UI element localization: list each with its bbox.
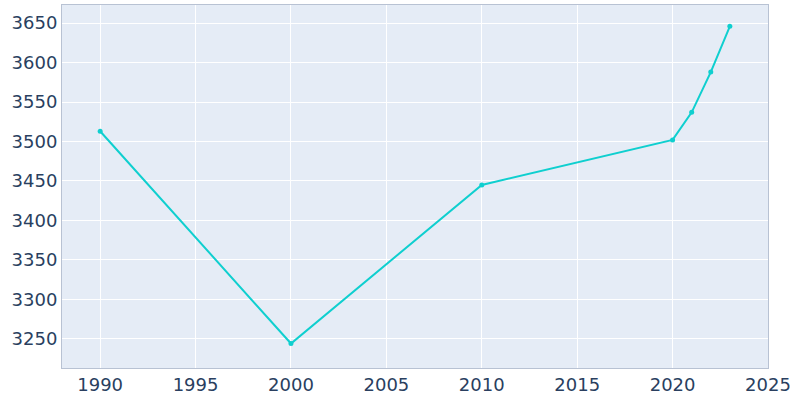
svg-text:3550: 3550: [12, 91, 58, 112]
svg-text:3500: 3500: [12, 131, 58, 152]
svg-text:2020: 2020: [650, 374, 696, 395]
svg-text:1990: 1990: [77, 374, 123, 395]
svg-text:2010: 2010: [459, 374, 505, 395]
svg-text:3650: 3650: [12, 12, 58, 33]
svg-text:3400: 3400: [12, 210, 58, 231]
svg-text:3350: 3350: [12, 249, 58, 270]
svg-text:3300: 3300: [12, 289, 58, 310]
svg-text:2000: 2000: [268, 374, 314, 395]
svg-text:2015: 2015: [554, 374, 600, 395]
svg-text:1995: 1995: [173, 374, 219, 395]
svg-text:3250: 3250: [12, 328, 58, 349]
svg-text:3450: 3450: [12, 170, 58, 191]
svg-text:2005: 2005: [363, 374, 409, 395]
svg-text:2025: 2025: [745, 374, 791, 395]
svg-text:3600: 3600: [12, 52, 58, 73]
